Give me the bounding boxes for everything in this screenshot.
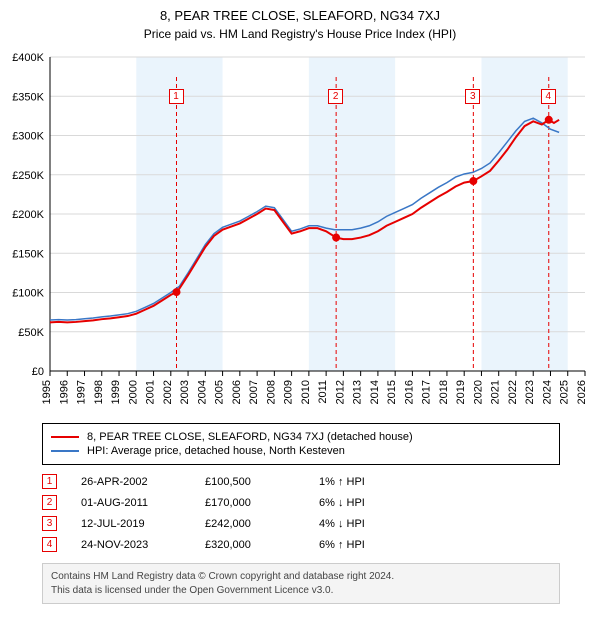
legend-label: HPI: Average price, detached house, Nort… — [87, 445, 345, 457]
sale-date: 01-AUG-2011 — [81, 497, 181, 509]
svg-text:2009: 2009 — [283, 380, 295, 404]
svg-text:2014: 2014 — [369, 380, 381, 404]
sale-diff: 6% ↑ HPI — [319, 539, 409, 551]
sale-row: 4 24-NOV-2023 £320,000 6% ↑ HPI — [42, 534, 560, 555]
svg-text:2011: 2011 — [317, 380, 329, 404]
sale-index-box: 4 — [42, 537, 57, 552]
sale-diff: 4% ↓ HPI — [319, 518, 409, 530]
chart-subtitle: Price paid vs. HM Land Registry's House … — [0, 23, 600, 47]
line-chart-svg: £0 £50K £100K £150K £200K £250K £300K £350K £400… — [0, 47, 600, 417]
sale-date: 12-JUL-2019 — [81, 518, 181, 530]
svg-text:£350K: £350K — [12, 91, 44, 103]
legend-swatch — [51, 436, 79, 438]
attribution-footer: Contains HM Land Registry data © Crown c… — [42, 563, 560, 604]
sale-marker-box: 3 — [465, 89, 480, 104]
svg-text:2019: 2019 — [455, 380, 467, 404]
svg-text:2000: 2000 — [127, 380, 139, 404]
legend: 8, PEAR TREE CLOSE, SLEAFORD, NG34 7XJ (… — [42, 423, 560, 465]
svg-text:2017: 2017 — [421, 380, 433, 404]
footer-line-1: Contains HM Land Registry data © Crown c… — [51, 570, 551, 584]
svg-text:£0: £0 — [32, 366, 44, 378]
svg-text:2013: 2013 — [352, 380, 364, 404]
sale-price: £242,000 — [205, 518, 295, 530]
svg-text:1995: 1995 — [41, 380, 53, 404]
legend-label: 8, PEAR TREE CLOSE, SLEAFORD, NG34 7XJ (… — [87, 431, 413, 443]
svg-text:£100K: £100K — [12, 288, 44, 300]
svg-text:2026: 2026 — [576, 380, 588, 404]
svg-text:£150K: £150K — [12, 248, 44, 260]
chart-title: 8, PEAR TREE CLOSE, SLEAFORD, NG34 7XJ — [0, 0, 600, 23]
svg-text:£400K: £400K — [12, 52, 44, 64]
svg-text:1996: 1996 — [58, 380, 70, 404]
svg-text:2016: 2016 — [403, 380, 415, 404]
svg-text:2002: 2002 — [162, 380, 174, 404]
svg-text:2021: 2021 — [490, 380, 502, 404]
legend-swatch — [51, 450, 79, 452]
svg-text:1999: 1999 — [110, 380, 122, 404]
svg-text:2015: 2015 — [386, 380, 398, 404]
sale-marker-box: 2 — [328, 89, 343, 104]
svg-text:2007: 2007 — [248, 380, 260, 404]
sale-date: 24-NOV-2023 — [81, 539, 181, 551]
svg-text:2018: 2018 — [438, 380, 450, 404]
sale-row: 3 12-JUL-2019 £242,000 4% ↓ HPI — [42, 513, 560, 534]
svg-text:1998: 1998 — [93, 380, 105, 404]
sale-row: 2 01-AUG-2011 £170,000 6% ↓ HPI — [42, 492, 560, 513]
svg-text:£300K: £300K — [12, 131, 44, 143]
svg-text:2024: 2024 — [541, 380, 553, 404]
sale-index-box: 2 — [42, 495, 57, 510]
svg-text:2004: 2004 — [196, 380, 208, 404]
sale-date: 26-APR-2002 — [81, 476, 181, 488]
svg-text:2001: 2001 — [145, 380, 157, 404]
sale-row: 1 26-APR-2002 £100,500 1% ↑ HPI — [42, 471, 560, 492]
sale-index-box: 3 — [42, 516, 57, 531]
svg-text:£200K: £200K — [12, 209, 44, 221]
chart-area: £0 £50K £100K £150K £200K £250K £300K £350K £400… — [0, 47, 600, 417]
svg-text:2003: 2003 — [179, 380, 191, 404]
svg-text:2025: 2025 — [559, 380, 571, 404]
sale-diff: 1% ↑ HPI — [319, 476, 409, 488]
svg-text:2022: 2022 — [507, 380, 519, 404]
svg-text:£50K: £50K — [18, 327, 44, 339]
svg-text:2010: 2010 — [300, 380, 312, 404]
sale-price: £100,500 — [205, 476, 295, 488]
sale-marker-box: 1 — [169, 89, 184, 104]
svg-text:2008: 2008 — [265, 380, 277, 404]
sale-price: £170,000 — [205, 497, 295, 509]
svg-text:2006: 2006 — [231, 380, 243, 404]
svg-text:2005: 2005 — [214, 380, 226, 404]
svg-text:2023: 2023 — [524, 380, 536, 404]
sale-diff: 6% ↓ HPI — [319, 497, 409, 509]
svg-text:2012: 2012 — [334, 380, 346, 404]
sale-marker-box: 4 — [541, 89, 556, 104]
sale-index-box: 1 — [42, 474, 57, 489]
sale-price: £320,000 — [205, 539, 295, 551]
svg-text:2020: 2020 — [472, 380, 484, 404]
svg-text:1997: 1997 — [76, 380, 88, 404]
legend-item: 8, PEAR TREE CLOSE, SLEAFORD, NG34 7XJ (… — [51, 430, 551, 444]
svg-text:£250K: £250K — [12, 170, 44, 182]
sales-table: 1 26-APR-2002 £100,500 1% ↑ HPI 2 01-AUG-2011… — [42, 471, 560, 555]
legend-item: HPI: Average price, detached house, Nort… — [51, 444, 551, 458]
footer-line-2: This data is licensed under the Open Gov… — [51, 584, 551, 598]
